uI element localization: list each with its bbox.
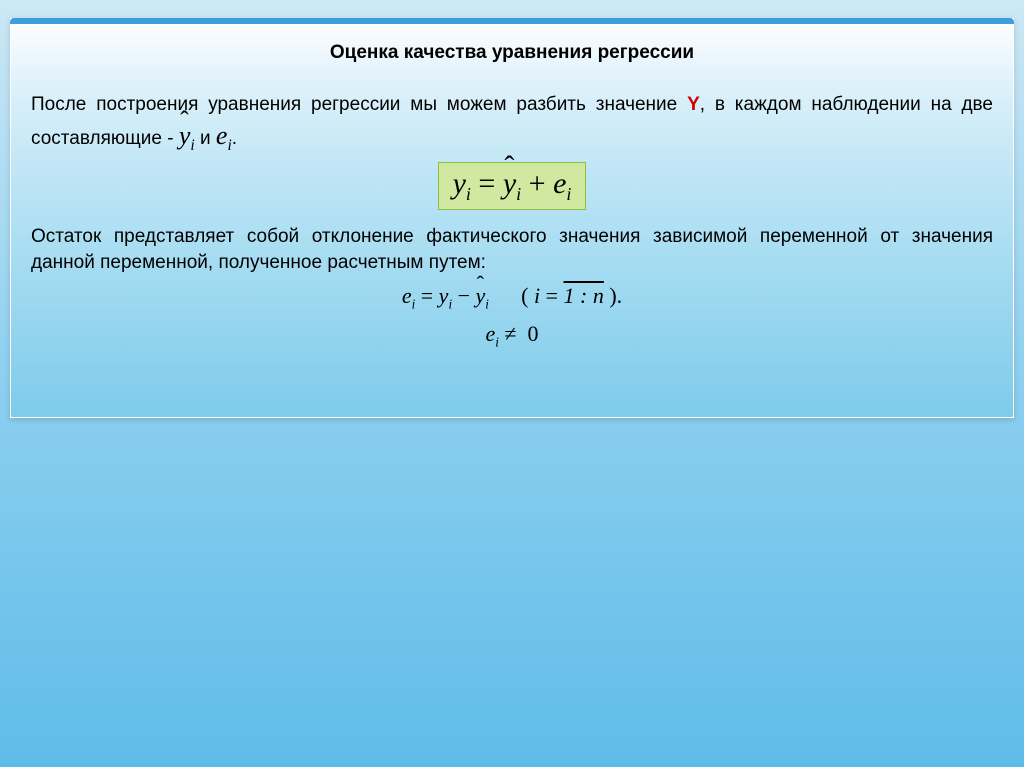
para1-dot: . [232,128,237,149]
box-yhat: y [503,167,516,201]
res-yhat: y [476,283,486,309]
main-formula-box: yi = yi + ei [438,162,587,210]
neq-zero: 0 [528,321,539,346]
index-range: ( i = 1 : n ). [521,283,622,308]
paragraph-2: Остаток представляет собой отклонение фа… [31,224,993,275]
nonzero-formula: ei ≠ 0 [485,321,538,346]
y-variable-highlight: Y [687,94,700,115]
paragraph-1: После построения уравнения регрессии мы … [31,92,993,156]
para1-text-a: После построения уравнения регрессии мы … [31,94,687,115]
neq-sym: ≠ [499,321,522,346]
yhat-symbol: y [179,118,191,153]
box-plus: + [521,167,553,200]
range-eq: = [540,283,563,308]
box-eq: = [471,167,503,200]
range-open: ( [521,283,534,308]
res-e: e [402,283,412,308]
res-eq: = [415,283,438,308]
box-e-sub: i [566,184,571,204]
inline-ei: ei [216,121,232,150]
res-y: y [439,283,449,308]
res-yhat-sub: i [485,297,489,312]
slide-title: Оценка качества уравнения регрессии [31,42,993,64]
para1-and: и [200,128,216,149]
yhat-sub: i [190,137,194,154]
range-val: 1 : n [564,283,604,308]
box-y: y [453,167,466,200]
box-e: e [553,167,566,200]
slide-frame: Оценка качества уравнения регрессии Посл… [10,18,1014,418]
range-close: ). [604,283,622,308]
res-minus: − [452,283,475,308]
neq-e: e [485,321,495,346]
residual-formula: ei = yi − yi [402,283,495,308]
slide-content: Оценка качества уравнения регрессии Посл… [11,24,1013,378]
residual-formula-line: ei = yi − yi ( i = 1 : n ). [31,283,993,312]
nonzero-formula-line: ei ≠ 0 [31,321,993,350]
inline-yhat: yi [179,121,195,150]
e-symbol: e [216,121,228,150]
